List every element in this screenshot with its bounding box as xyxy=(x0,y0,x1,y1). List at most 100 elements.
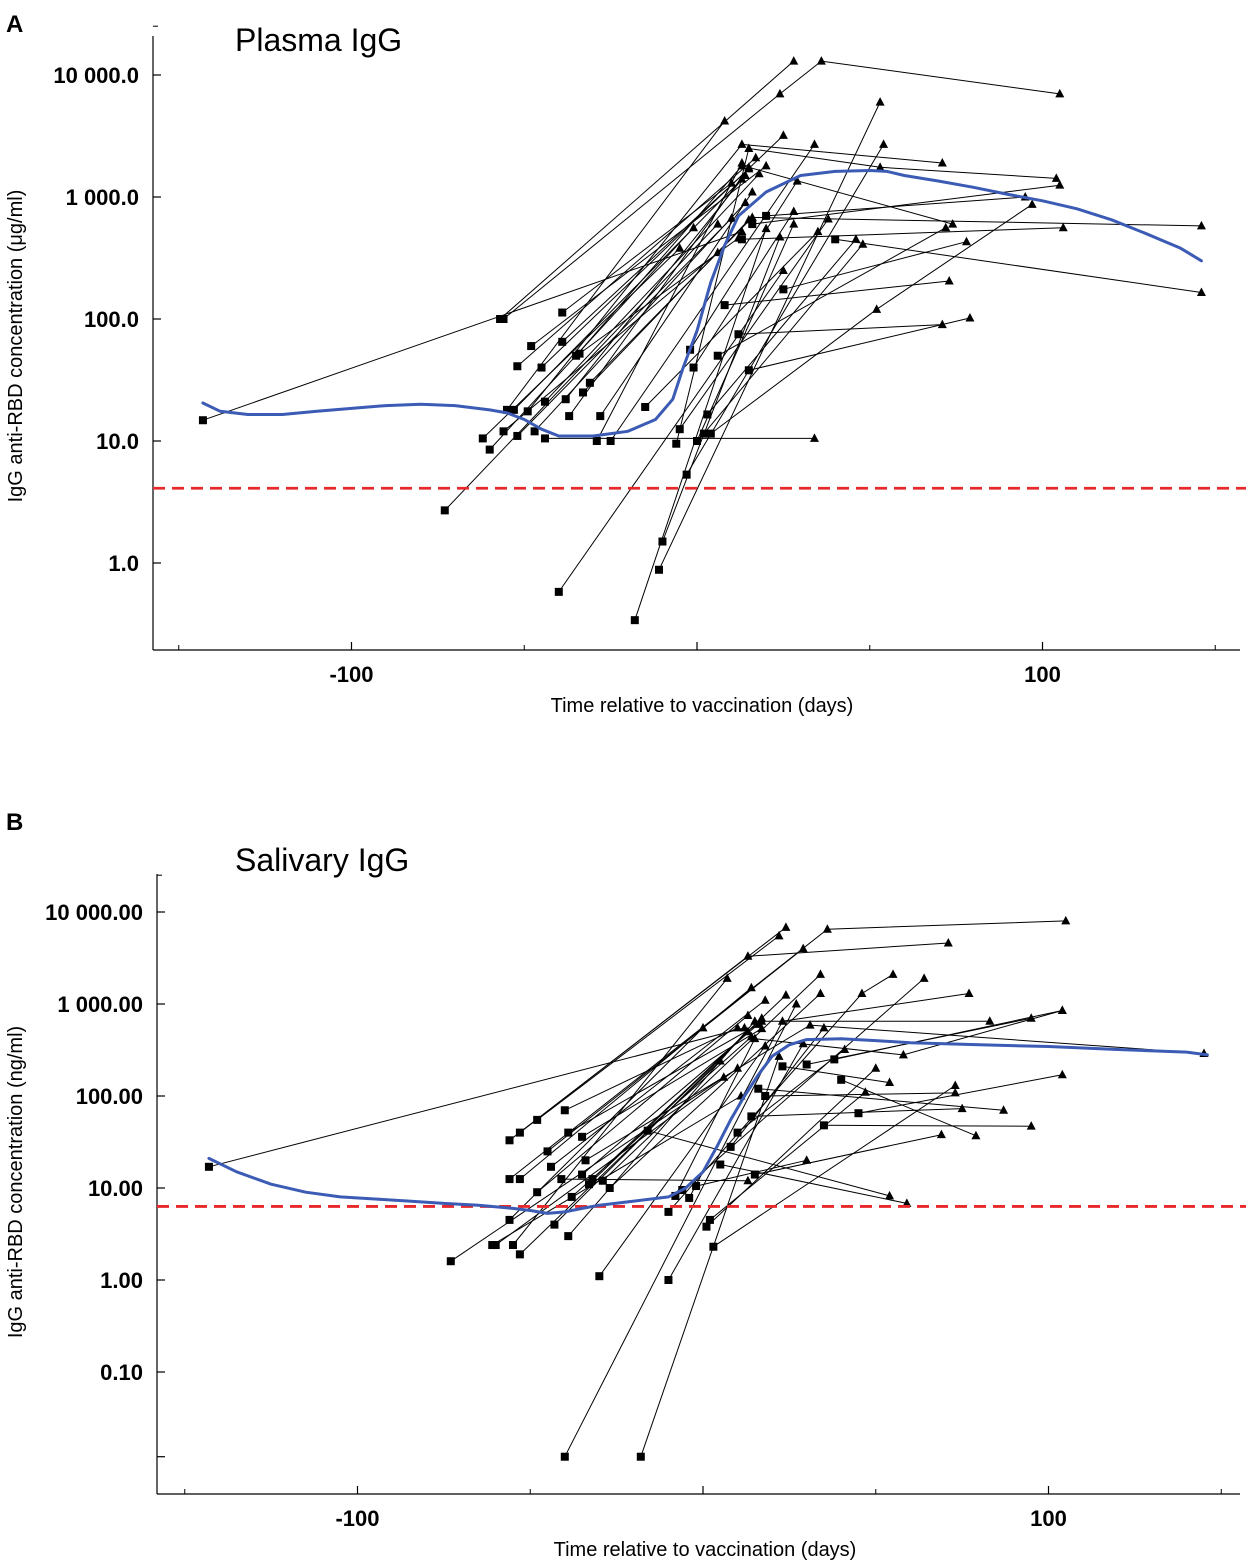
panel-a-pre-vaccination-marker xyxy=(606,437,615,445)
panel-b-post-vaccination-marker xyxy=(733,1063,743,1072)
panel-b-y-tick-label: 10.00 xyxy=(88,1176,143,1201)
panel-a-subject-line xyxy=(561,182,732,313)
panel-a-pre-vaccination-marker xyxy=(658,537,667,546)
panel-a-pre-vaccination-marker xyxy=(713,351,722,360)
panel-a-pre-vaccination-marker xyxy=(706,429,715,438)
panel-b-pre-vaccination-marker xyxy=(750,1170,759,1179)
panel-b-post-vaccination-marker xyxy=(743,1010,753,1019)
panel-b-subject-line xyxy=(858,1074,1063,1114)
panel-a-pre-vaccination-marker xyxy=(744,366,753,375)
panel-b-subject-line xyxy=(509,920,1066,1180)
panel-b-letter: B xyxy=(6,809,23,836)
panel-a-post-vaccination-marker xyxy=(948,219,958,228)
panel-b-pre-vaccination-marker xyxy=(491,1241,500,1250)
panel-a-post-vaccination-marker xyxy=(1196,287,1206,296)
panel-b-subject-line xyxy=(713,1085,956,1248)
panel-b-subject-line xyxy=(564,1027,738,1111)
panel-b-post-vaccination-marker xyxy=(871,1063,881,1072)
panel-a-subject-line xyxy=(686,144,885,475)
panel-b-y-tick-label: 10 000.00 xyxy=(45,900,143,925)
panel-a-pre-vaccination-marker xyxy=(592,437,601,445)
panel-b-pre-vaccination-marker xyxy=(664,1207,673,1216)
panel-b-pre-vaccination-marker xyxy=(830,1055,839,1064)
panel-a-letter: A xyxy=(6,11,23,38)
panel-b-pre-vaccination-marker xyxy=(636,1452,645,1461)
panel-a-post-vaccination-marker xyxy=(789,206,799,216)
panel-a-pre-vaccination-marker xyxy=(703,410,712,419)
panel-a-post-vaccination-marker xyxy=(816,56,826,65)
panel-a-post-vaccination-marker xyxy=(720,115,730,125)
panel-a-post-vaccination-marker xyxy=(761,223,771,233)
panel-a-subject-line xyxy=(565,178,743,400)
panel-b-post-vaccination-marker xyxy=(743,1026,753,1036)
panel-a-subject-line xyxy=(444,223,719,511)
panel-a-post-vaccination-marker xyxy=(937,157,947,167)
panel-b-subject-line xyxy=(765,1092,956,1097)
panel-a-subject-line xyxy=(516,157,757,367)
panel-b-pre-vaccination-marker xyxy=(709,1242,718,1251)
panel-a-pre-vaccination-marker xyxy=(558,308,567,317)
panel-b-post-vaccination-marker xyxy=(781,922,791,931)
panel-b-pre-vaccination-marker xyxy=(533,1115,542,1124)
panel-b-post-vaccination-marker xyxy=(750,1033,760,1043)
panel-a-pre-vaccination-marker xyxy=(513,362,522,371)
panel-b-pre-vaccination-marker xyxy=(726,1142,735,1151)
panel-a-subject-line xyxy=(741,227,1064,240)
panel-b-pre-vaccination-marker xyxy=(505,1136,514,1145)
panel-a-trend-curve xyxy=(201,169,1203,438)
panel-a-post-vaccination-marker xyxy=(761,160,771,170)
panel-b-y-tick-label: 100.00 xyxy=(76,1084,143,1109)
panel-b-post-vaccination-marker xyxy=(1057,1069,1067,1079)
panel-b-subject-line xyxy=(823,1124,1032,1127)
panel-b-subject-line xyxy=(602,974,821,1182)
panel-a-pre-vaccination-marker xyxy=(565,412,574,421)
panel-a-pre-vaccination-marker xyxy=(575,349,584,358)
panel-a-post-vaccination-marker xyxy=(1055,180,1065,189)
panel-a-x-axis-label: Time relative to vaccination (days) xyxy=(551,695,854,717)
panel-b-subject-line xyxy=(609,993,821,1189)
panel-a-pre-vaccination-marker xyxy=(523,407,532,416)
panel-a-pre-vaccination-marker xyxy=(693,437,701,445)
panel-b-pre-vaccination-marker xyxy=(733,1128,742,1137)
panel-b-subject-line xyxy=(668,1043,804,1281)
panel-a-pre-vaccination-marker xyxy=(509,405,518,414)
panel-b-post-vaccination-marker xyxy=(802,1155,812,1164)
panel-a-pre-vaccination-marker xyxy=(779,285,788,294)
panel-b-pre-vaccination-marker xyxy=(557,1175,566,1184)
panel-b-pre-vaccination-marker xyxy=(819,1121,828,1130)
panel-a-post-vaccination-marker xyxy=(775,88,785,98)
panel-b-subject-line xyxy=(754,1134,942,1176)
panel-b-pre-vaccination-marker xyxy=(546,1162,555,1171)
panel-b-post-vaccination-marker xyxy=(743,951,753,960)
panel-b-pre-vaccination-marker xyxy=(664,1276,673,1284)
panel-a-title: Plasma IgG xyxy=(235,22,402,58)
panel-b-pre-vaccination-marker xyxy=(702,1222,711,1231)
panel-b-pre-vaccination-marker xyxy=(747,1112,756,1121)
panel-a-pre-vaccination-marker xyxy=(641,402,650,411)
panel-a-y-tick-label: 100.0 xyxy=(84,307,139,332)
panel-b-pre-vaccination-marker xyxy=(854,1109,863,1118)
panel-b-pre-vaccination-marker xyxy=(564,1128,573,1137)
panel-b-pre-vaccination-marker xyxy=(671,1191,680,1200)
panel-b-pre-vaccination-marker xyxy=(560,1452,569,1461)
panel-b-x-tick-label: 100 xyxy=(1030,1506,1067,1531)
panel-b-pre-vaccination-marker xyxy=(505,1175,514,1184)
panel-b-post-vaccination-marker xyxy=(822,924,832,933)
panel-a-pre-vaccination-marker xyxy=(699,429,708,438)
panel-a-post-vaccination-marker xyxy=(740,197,750,207)
panel-a-pre-vaccination-marker xyxy=(734,330,743,339)
panel-b-pre-vaccination-marker xyxy=(705,1215,714,1224)
panel-a-subject-line xyxy=(662,236,781,542)
panel-a-subject-line xyxy=(724,280,950,306)
panel-a-y-tick-label: 1 000.0 xyxy=(66,185,139,210)
panel-a-subject-line xyxy=(561,168,750,343)
panel-b-pre-vaccination-marker xyxy=(446,1257,455,1266)
panel-a-pre-vaccination-marker xyxy=(540,397,549,406)
panel-b-post-vaccination-marker xyxy=(902,1198,912,1207)
panel-b-subject-line xyxy=(782,1065,890,1084)
panel-b-pre-vaccination-marker xyxy=(802,1060,811,1069)
panel-a-pre-vaccination-marker xyxy=(530,427,539,436)
panel-a-subject-line xyxy=(693,211,795,368)
panel-a-pre-vaccination-marker xyxy=(478,434,487,443)
panel-b-pre-vaccination-marker xyxy=(550,1220,559,1229)
